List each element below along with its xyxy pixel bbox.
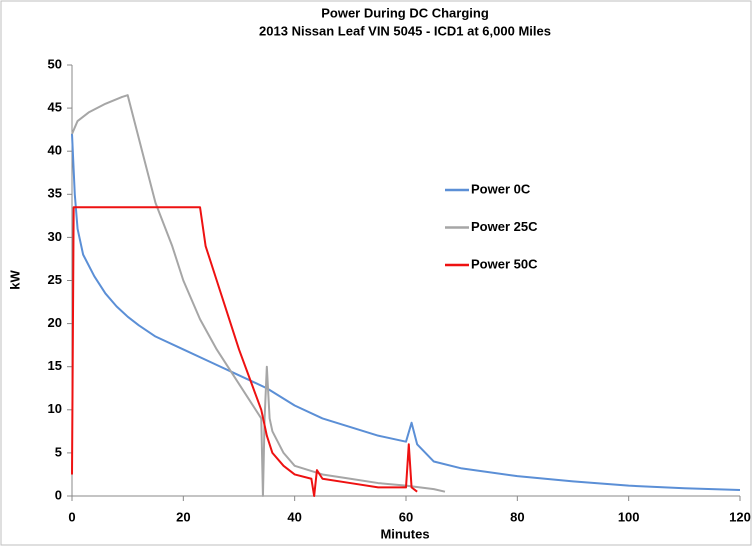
series-line (71, 206, 418, 497)
legend-label: Power 0C (471, 181, 531, 196)
x-tick-label: 0 (68, 509, 75, 524)
y-tick-label: 30 (48, 229, 62, 244)
x-axis-label: Minutes (380, 526, 429, 541)
legend-label: Power 50C (471, 256, 538, 271)
chart-title: Power During DC Charging (321, 5, 489, 20)
x-tick-label: 120 (729, 509, 751, 524)
y-tick-label: 25 (48, 272, 62, 287)
chart-subtitle: 2013 Nissan Leaf VIN 5045 - ICD1 at 6,00… (259, 23, 551, 38)
legend-label: Power 25C (471, 219, 538, 234)
y-axis-label: kW (7, 270, 22, 290)
y-tick-label: 40 (48, 143, 62, 158)
y-tick-label: 15 (48, 358, 62, 373)
x-tick-label: 80 (510, 509, 524, 524)
series-line (71, 133, 741, 491)
y-tick-label: 35 (48, 186, 62, 201)
series-line (71, 94, 446, 497)
y-tick-label: 10 (48, 401, 62, 416)
y-tick-label: 50 (48, 56, 62, 71)
x-tick-label: 60 (399, 509, 413, 524)
x-tick-label: 100 (618, 509, 640, 524)
x-tick-label: 40 (287, 509, 301, 524)
y-tick-label: 0 (55, 487, 62, 502)
y-tick-label: 20 (48, 315, 62, 330)
x-tick-label: 20 (176, 509, 190, 524)
y-tick-label: 5 (55, 444, 62, 459)
y-tick-label: 45 (48, 100, 62, 115)
